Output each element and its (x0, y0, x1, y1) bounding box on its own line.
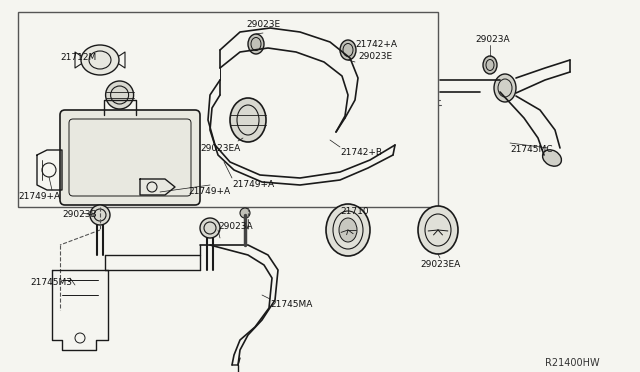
Ellipse shape (339, 218, 357, 242)
Text: 21712M: 21712M (60, 53, 96, 62)
Text: 29023EA: 29023EA (200, 144, 240, 153)
Text: 29023EA: 29023EA (420, 260, 460, 269)
Ellipse shape (543, 150, 561, 166)
Ellipse shape (81, 45, 119, 75)
Text: 29023B: 29023B (62, 210, 97, 219)
Ellipse shape (494, 74, 516, 102)
Text: 21745MA: 21745MA (270, 300, 312, 309)
Text: 21745M3: 21745M3 (30, 278, 72, 287)
Ellipse shape (326, 204, 370, 256)
Circle shape (200, 218, 220, 238)
Text: 29023A: 29023A (218, 222, 253, 231)
Text: 21742+A: 21742+A (355, 40, 397, 49)
Ellipse shape (340, 40, 356, 60)
Text: 21742+B: 21742+B (340, 148, 382, 157)
Text: 21749+A: 21749+A (188, 187, 230, 196)
Circle shape (106, 81, 134, 109)
Ellipse shape (483, 56, 497, 74)
Text: R21400HW: R21400HW (545, 358, 600, 368)
Bar (18, 12, 438, 207)
Text: 29023A: 29023A (475, 35, 509, 44)
Text: 29023E: 29023E (358, 52, 392, 61)
Text: 21710: 21710 (340, 207, 369, 216)
Text: 21749+A: 21749+A (232, 180, 274, 189)
Circle shape (90, 205, 110, 225)
FancyBboxPatch shape (60, 110, 200, 205)
Text: 29023E: 29023E (246, 20, 280, 29)
Ellipse shape (248, 34, 264, 54)
Text: 21749+A: 21749+A (18, 192, 60, 201)
Ellipse shape (418, 206, 458, 254)
Ellipse shape (230, 98, 266, 142)
Circle shape (240, 208, 250, 218)
Text: 21745MC: 21745MC (510, 145, 552, 154)
